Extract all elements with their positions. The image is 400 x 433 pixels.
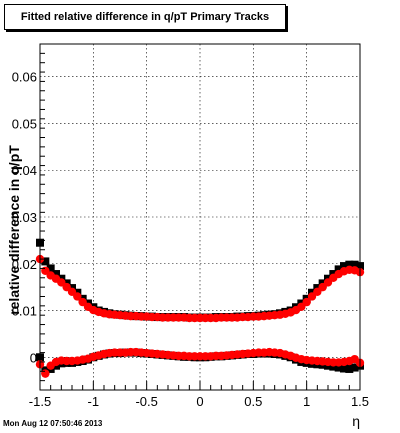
data-point-red xyxy=(41,369,50,378)
y-tick-label: 0.02 xyxy=(12,257,37,272)
data-point-black xyxy=(345,260,354,269)
data-point-black xyxy=(340,364,348,373)
series-group xyxy=(35,238,365,378)
x-tick-label: -0.5 xyxy=(135,394,157,409)
chart-title: Fitted relative difference in q/pT Prima… xyxy=(4,4,286,30)
x-tick-label: 1 xyxy=(303,394,310,409)
data-point-black xyxy=(350,363,359,372)
x-axis-label: η xyxy=(352,413,360,429)
x-tick-label: 1.5 xyxy=(351,394,369,409)
timestamp: Mon Aug 12 07:50:46 2013 xyxy=(3,419,103,428)
y-tick-label: 0.06 xyxy=(12,70,37,85)
grid xyxy=(39,44,361,390)
data-point-black xyxy=(41,257,50,266)
data-point-black xyxy=(46,264,55,273)
data-point-black xyxy=(350,260,359,269)
data-point-red xyxy=(302,297,311,307)
ticks: -1.5 -1 -0.5 0 0.5 1 1.5 0 0.01 0.02 0.03 0.04 0.05 0… xyxy=(12,43,369,409)
data-point-black xyxy=(329,362,338,371)
x-tick-label: -1.5 xyxy=(29,394,51,409)
data-point-black xyxy=(52,270,60,279)
y-tick-label: 0.05 xyxy=(12,116,37,131)
x-tick-label: 0 xyxy=(196,394,203,409)
data-point-black xyxy=(340,262,348,271)
y-tick-label: 0.03 xyxy=(12,210,37,225)
y-tick-label: 0.01 xyxy=(12,304,37,319)
data-point-red xyxy=(73,292,82,301)
data-point-black xyxy=(345,364,354,373)
data-point-black xyxy=(334,363,343,372)
x-tick-label: -1 xyxy=(88,394,100,409)
y-tick-label: 0.04 xyxy=(12,163,37,178)
y-tick-label: 0 xyxy=(30,350,37,365)
x-tick-label: 0.5 xyxy=(244,394,262,409)
data-point-black xyxy=(334,265,343,274)
